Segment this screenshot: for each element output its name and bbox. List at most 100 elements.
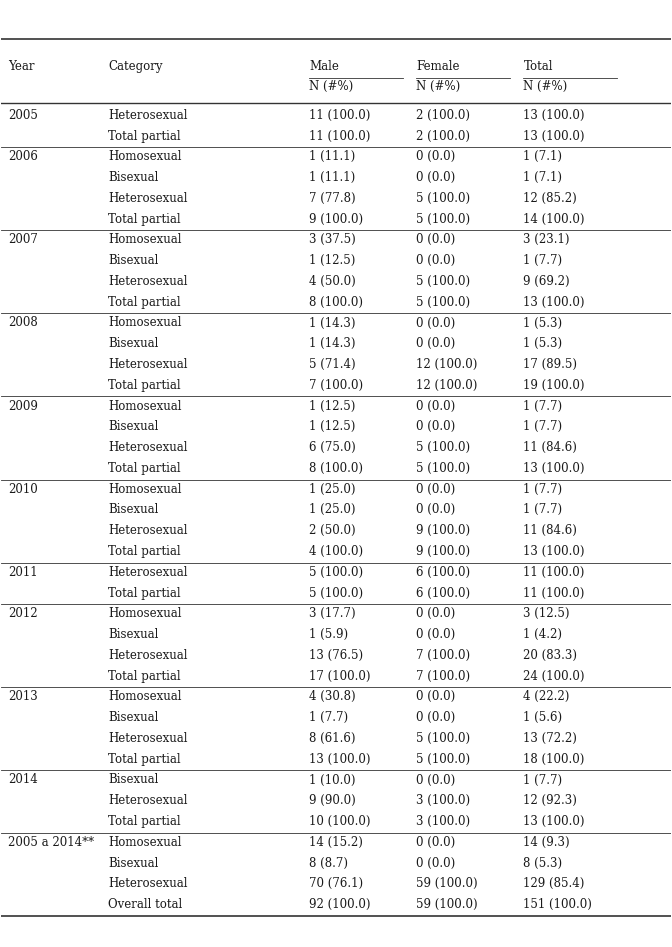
Text: 1 (5.3): 1 (5.3) [523,316,562,330]
Text: 2010: 2010 [8,483,38,495]
Text: Year: Year [8,60,34,73]
Text: 8 (8.7): 8 (8.7) [309,857,348,869]
Text: 1 (11.1): 1 (11.1) [309,171,355,184]
Text: 2 (100.0): 2 (100.0) [417,130,470,142]
Text: 2005 a 2014**: 2005 a 2014** [8,836,94,849]
Text: 8 (61.6): 8 (61.6) [309,732,355,745]
Text: Total partial: Total partial [108,213,181,225]
Text: 1 (14.3): 1 (14.3) [309,316,355,330]
Text: 0 (0.0): 0 (0.0) [417,774,456,786]
Text: Total partial: Total partial [108,462,181,474]
Text: 1 (7.7): 1 (7.7) [523,483,562,495]
Text: 0 (0.0): 0 (0.0) [417,233,456,246]
Text: N (#%): N (#%) [309,80,353,93]
Text: 0 (0.0): 0 (0.0) [417,483,456,495]
Text: Bisexual: Bisexual [108,254,159,267]
Text: 9 (69.2): 9 (69.2) [523,275,570,288]
Text: 4 (100.0): 4 (100.0) [309,545,364,558]
Text: 9 (90.0): 9 (90.0) [309,795,356,807]
Text: N (#%): N (#%) [417,80,460,93]
Text: Bisexual: Bisexual [108,711,159,724]
Text: 6 (100.0): 6 (100.0) [417,565,470,579]
Text: 1 (7.7): 1 (7.7) [309,711,348,724]
Text: 0 (0.0): 0 (0.0) [417,836,456,849]
Text: 2005: 2005 [8,109,38,122]
Text: Total: Total [523,60,553,73]
Text: 11 (84.6): 11 (84.6) [523,441,577,455]
Text: 13 (100.0): 13 (100.0) [523,545,585,558]
Text: 0 (0.0): 0 (0.0) [417,171,456,184]
Text: 2009: 2009 [8,400,38,413]
Text: 1 (7.7): 1 (7.7) [523,774,562,786]
Text: 151 (100.0): 151 (100.0) [523,898,592,911]
Text: 59 (100.0): 59 (100.0) [417,898,478,911]
Text: Heterosexual: Heterosexual [108,795,188,807]
Text: 13 (72.2): 13 (72.2) [523,732,577,745]
Text: Bisexual: Bisexual [108,628,159,641]
Text: 13 (100.0): 13 (100.0) [523,295,585,309]
Text: 8 (100.0): 8 (100.0) [309,295,364,309]
Text: Category: Category [108,60,163,73]
Text: Bisexual: Bisexual [108,337,159,350]
Text: 6 (100.0): 6 (100.0) [417,586,470,599]
Text: 9 (100.0): 9 (100.0) [309,213,364,225]
Text: 5 (100.0): 5 (100.0) [417,275,470,288]
Text: 14 (100.0): 14 (100.0) [523,213,585,225]
Text: Heterosexual: Heterosexual [108,441,188,455]
Text: 13 (76.5): 13 (76.5) [309,649,364,662]
Text: 9 (100.0): 9 (100.0) [417,545,470,558]
Text: 5 (100.0): 5 (100.0) [417,753,470,766]
Text: 1 (7.7): 1 (7.7) [523,504,562,516]
Text: 12 (100.0): 12 (100.0) [417,379,478,392]
Text: 2012: 2012 [8,607,38,620]
Text: Heterosexual: Heterosexual [108,565,188,579]
Text: 1 (10.0): 1 (10.0) [309,774,355,786]
Text: 1 (5.3): 1 (5.3) [523,337,562,350]
Text: 13 (100.0): 13 (100.0) [309,753,371,766]
Text: 7 (100.0): 7 (100.0) [417,670,470,683]
Text: 3 (100.0): 3 (100.0) [417,815,470,828]
Text: Heterosexual: Heterosexual [108,358,188,371]
Text: 92 (100.0): 92 (100.0) [309,898,371,911]
Text: Homosexual: Homosexual [108,400,182,413]
Text: 11 (100.0): 11 (100.0) [309,109,370,122]
Text: 14 (15.2): 14 (15.2) [309,836,363,849]
Text: 0 (0.0): 0 (0.0) [417,316,456,330]
Text: 5 (100.0): 5 (100.0) [309,565,364,579]
Text: Homosexual: Homosexual [108,316,182,330]
Text: 20 (83.3): 20 (83.3) [523,649,577,662]
Text: 18 (100.0): 18 (100.0) [523,753,585,766]
Text: 17 (89.5): 17 (89.5) [523,358,577,371]
Text: Bisexual: Bisexual [108,774,159,786]
Text: 5 (100.0): 5 (100.0) [417,295,470,309]
Text: 13 (100.0): 13 (100.0) [523,109,585,122]
Text: 5 (100.0): 5 (100.0) [309,586,364,599]
Text: 0 (0.0): 0 (0.0) [417,337,456,350]
Text: N (#%): N (#%) [523,80,568,93]
Text: Homosexual: Homosexual [108,151,182,163]
Text: 3 (23.1): 3 (23.1) [523,233,570,246]
Text: 7 (100.0): 7 (100.0) [417,649,470,662]
Text: Heterosexual: Heterosexual [108,649,188,662]
Text: 14 (9.3): 14 (9.3) [523,836,570,849]
Text: 2 (100.0): 2 (100.0) [417,109,470,122]
Text: Homosexual: Homosexual [108,233,182,246]
Text: 7 (100.0): 7 (100.0) [309,379,364,392]
Text: 0 (0.0): 0 (0.0) [417,420,456,434]
Text: 0 (0.0): 0 (0.0) [417,504,456,516]
Text: 1 (7.7): 1 (7.7) [523,420,562,434]
Text: 129 (85.4): 129 (85.4) [523,877,585,890]
Text: Total partial: Total partial [108,295,181,309]
Text: 0 (0.0): 0 (0.0) [417,151,456,163]
Text: 1 (5.6): 1 (5.6) [523,711,562,724]
Text: 11 (100.0): 11 (100.0) [309,130,370,142]
Text: 5 (100.0): 5 (100.0) [417,192,470,205]
Text: Heterosexual: Heterosexual [108,275,188,288]
Text: 11 (100.0): 11 (100.0) [523,586,585,599]
Text: 11 (100.0): 11 (100.0) [523,565,585,579]
Text: 13 (100.0): 13 (100.0) [523,815,585,828]
Text: Total partial: Total partial [108,379,181,392]
Text: 1 (11.1): 1 (11.1) [309,151,355,163]
Text: Homosexual: Homosexual [108,483,182,495]
Text: 10 (100.0): 10 (100.0) [309,815,371,828]
